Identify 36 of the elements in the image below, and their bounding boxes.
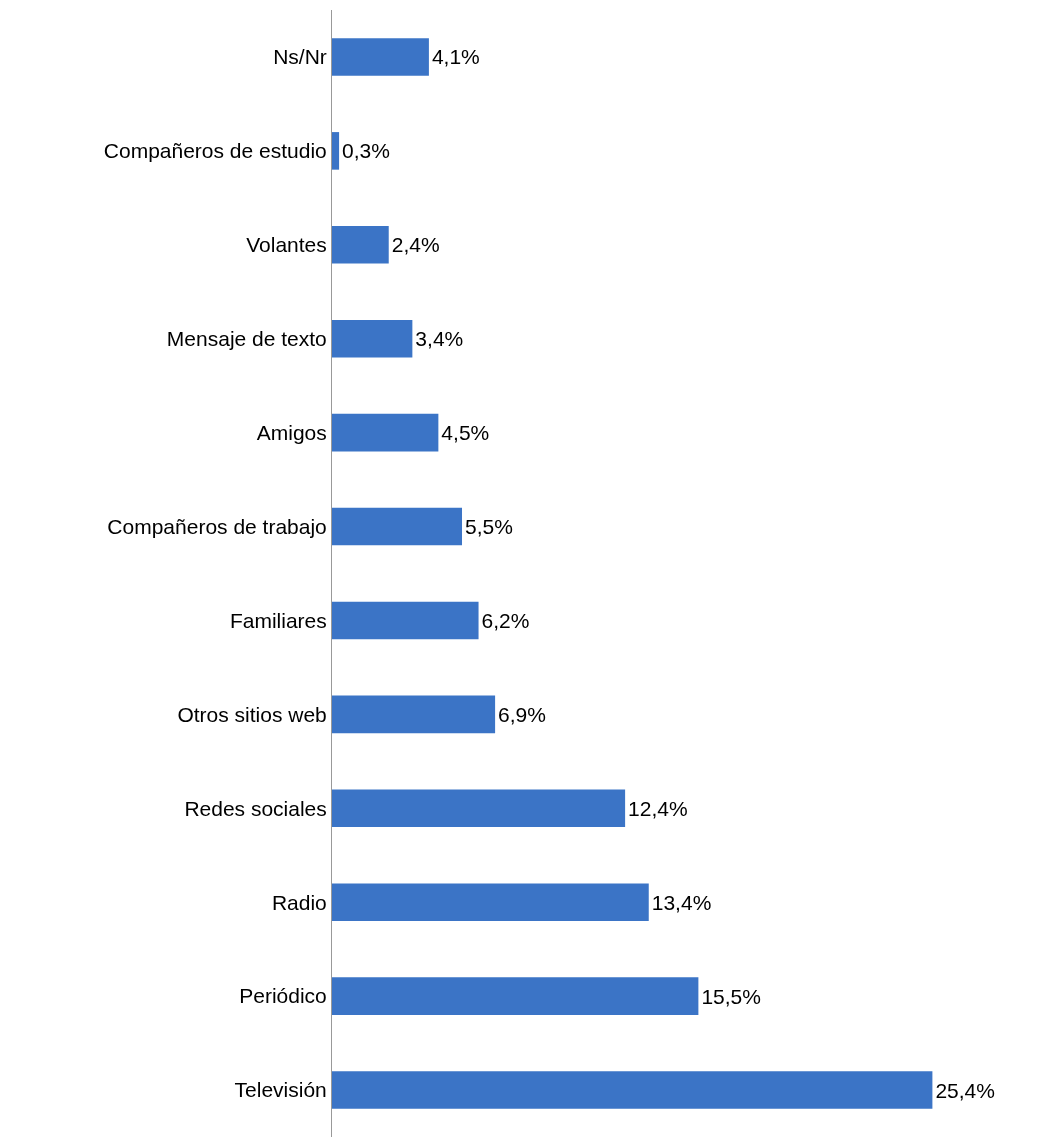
bar bbox=[332, 1071, 933, 1109]
y-tick-label: Otros sitios web bbox=[177, 702, 327, 726]
bar bbox=[332, 695, 496, 734]
y-tick-label: Compañeros de estudio bbox=[103, 139, 327, 163]
bar bbox=[332, 413, 439, 452]
y-tick-label: Redes sociales bbox=[184, 796, 327, 820]
y-tick-label: Mensaje de texto bbox=[166, 327, 327, 351]
bar bbox=[332, 601, 479, 640]
bar bbox=[332, 132, 340, 170]
y-tick-label: Ns/Nr bbox=[273, 45, 327, 69]
data-label: 13,4% bbox=[651, 890, 712, 914]
y-tick-label: Compañeros de trabajo bbox=[107, 514, 327, 538]
y-tick-label: Familiares bbox=[229, 608, 327, 632]
data-label: 4,5% bbox=[441, 421, 490, 445]
bar bbox=[332, 319, 413, 358]
data-label: 6,9% bbox=[498, 702, 546, 726]
data-label: 6,2% bbox=[481, 608, 530, 632]
data-label: 5,5% bbox=[465, 515, 513, 539]
y-tick-label: Volantes bbox=[246, 233, 327, 257]
data-label: 0,3% bbox=[342, 139, 390, 163]
bar bbox=[332, 507, 463, 546]
y-tick-label: Amigos bbox=[256, 420, 327, 444]
data-label: 12,4% bbox=[628, 796, 688, 820]
data-label: 25,4% bbox=[935, 1078, 995, 1102]
bar bbox=[332, 789, 626, 828]
data-label: 4,1% bbox=[431, 45, 480, 69]
bar bbox=[332, 883, 649, 921]
bar bbox=[332, 38, 429, 76]
bar bbox=[332, 226, 389, 264]
bar bbox=[332, 977, 699, 1015]
data-label: 15,5% bbox=[701, 984, 761, 1008]
data-label: 2,4% bbox=[391, 233, 440, 257]
y-tick-label: Radio bbox=[271, 890, 327, 914]
y-tick-label: Televisión bbox=[234, 1078, 327, 1102]
data-label: 3,4% bbox=[415, 327, 464, 351]
y-tick-label: Periódico bbox=[239, 984, 327, 1008]
